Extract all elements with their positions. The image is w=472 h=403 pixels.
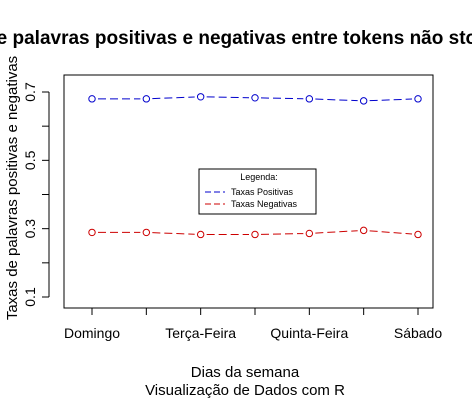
data-point <box>196 93 205 101</box>
series-negative <box>88 226 422 239</box>
data-point <box>305 95 314 103</box>
chart-subtitle: Visualização de Dados com R <box>145 382 345 399</box>
series-line-segment <box>152 232 195 235</box>
data-point <box>359 226 368 235</box>
data-point <box>88 95 96 103</box>
legend-entry-positive: Taxas Positivas <box>231 187 294 197</box>
x-tick-label: Quinta-Feira <box>270 325 348 341</box>
data-point <box>142 228 151 237</box>
series-layer <box>88 93 422 239</box>
data-point <box>414 230 422 239</box>
y-axis: 0.1 0.3 0.5 0.7 <box>22 82 50 307</box>
y-tick-label: 0.1 <box>22 287 38 307</box>
y-tick-label: 0.3 <box>22 219 38 239</box>
data-point <box>88 228 96 237</box>
data-point <box>196 230 205 239</box>
legend: Legenda: Taxas Positivas Taxas Negativas <box>198 168 317 215</box>
series-positive <box>88 93 422 105</box>
data-point <box>359 97 368 105</box>
legend-entry-negative: Taxas Negativas <box>231 199 298 209</box>
data-point <box>305 229 314 238</box>
data-point <box>414 95 422 103</box>
data-point <box>251 230 259 239</box>
series-line-segment <box>206 96 250 99</box>
series-line-segment <box>152 96 195 100</box>
x-axis-label: Dias da semana <box>191 364 300 381</box>
x-axis: Domingo Terça-Feira Quinta-Feira Sábado <box>64 307 442 341</box>
series-line-segment <box>260 233 304 235</box>
chart-title: Taxas de palavras positivas e negativas … <box>0 28 472 49</box>
y-axis-label: Taxas de palavras positivas e negativas <box>4 56 21 320</box>
x-tick-label: Sábado <box>394 325 442 341</box>
series-line-segment <box>315 230 358 234</box>
legend-title: Legenda: <box>240 172 278 182</box>
x-tick-label: Terça-Feira <box>165 325 236 341</box>
series-line-segment <box>369 98 413 102</box>
x-tick-label: Domingo <box>64 325 120 341</box>
series-line-segment <box>315 98 358 102</box>
data-point <box>251 94 259 102</box>
data-point <box>142 95 151 103</box>
y-tick-label: 0.5 <box>22 150 38 170</box>
y-tick-label: 0.7 <box>22 82 38 102</box>
series-line-segment <box>260 97 304 100</box>
series-line-segment <box>369 230 413 235</box>
